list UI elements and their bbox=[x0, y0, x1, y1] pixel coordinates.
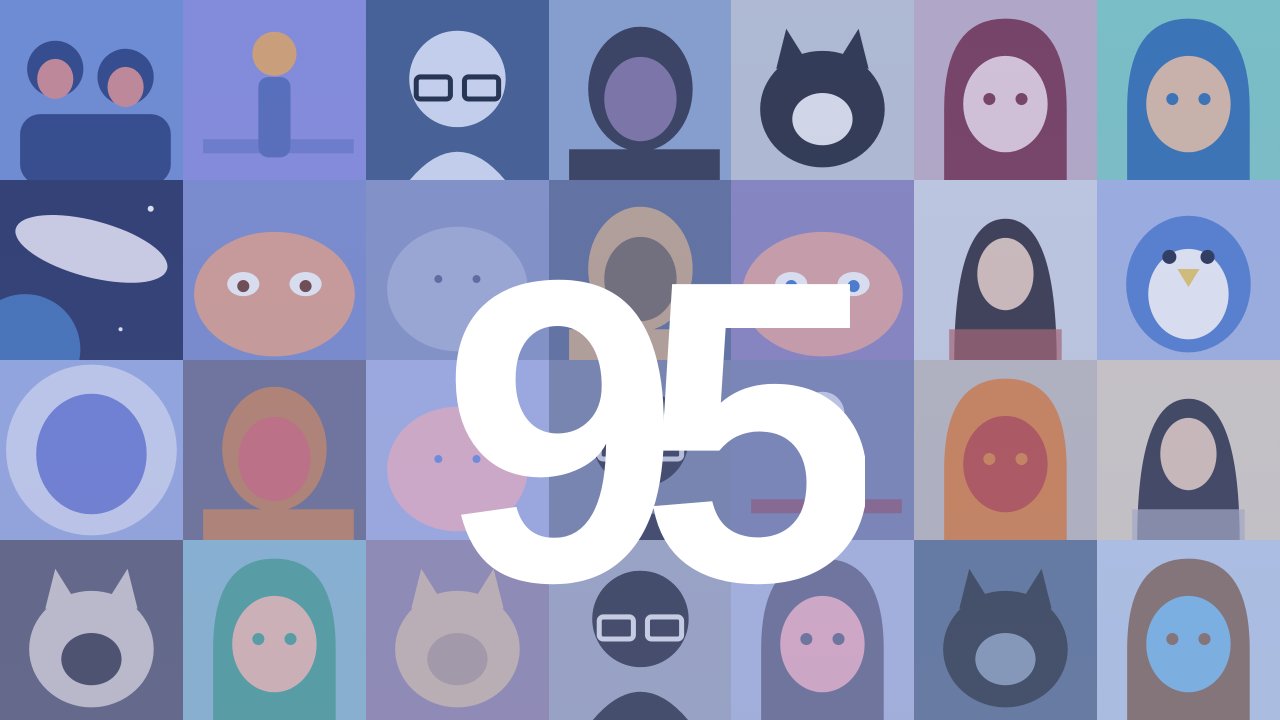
anime-couple-avatar bbox=[0, 0, 183, 180]
pink-creature-avatar bbox=[365, 360, 549, 540]
frog-hood-avatar bbox=[182, 540, 366, 720]
spiky-hair-anime-avatar bbox=[1097, 0, 1280, 180]
cat-filter-selfie-avatar bbox=[548, 0, 732, 180]
cartoon-face-95-avatar bbox=[182, 180, 366, 360]
manga-panel-avatar bbox=[548, 360, 732, 540]
woman-portrait-avatar bbox=[914, 180, 1098, 360]
demon-horns-avatar bbox=[731, 360, 915, 540]
horns-selfie-avatar bbox=[182, 360, 366, 540]
dragon-costume-avatar bbox=[0, 360, 183, 540]
blonde-woman-avatar bbox=[548, 180, 732, 360]
platypus-cartoon-avatar bbox=[182, 0, 366, 180]
sea-otter-avatar bbox=[914, 540, 1098, 720]
glasses-sketch-avatar bbox=[365, 0, 549, 180]
redhair-anime-avatar bbox=[914, 0, 1098, 180]
chibi-girl-avatar bbox=[731, 540, 915, 720]
hanging-cat-avatar bbox=[0, 540, 183, 720]
manga-man-avatar bbox=[548, 540, 732, 720]
piplup-avatar bbox=[1097, 180, 1280, 360]
mirror-selfie-avatar bbox=[1097, 360, 1280, 540]
pusheen-cat-avatar bbox=[365, 180, 549, 360]
hamster-space-avatar bbox=[0, 180, 183, 360]
logo-95: 95 bbox=[441, 250, 865, 620]
patrick-star-avatar bbox=[731, 180, 915, 360]
chibi-boy-avatar bbox=[1097, 540, 1280, 720]
haikyu-anime-avatar bbox=[914, 360, 1098, 540]
cat-photo-avatar bbox=[731, 0, 915, 180]
logo-text: 95 bbox=[441, 250, 865, 620]
orange-cat-closeup-avatar bbox=[365, 540, 549, 720]
